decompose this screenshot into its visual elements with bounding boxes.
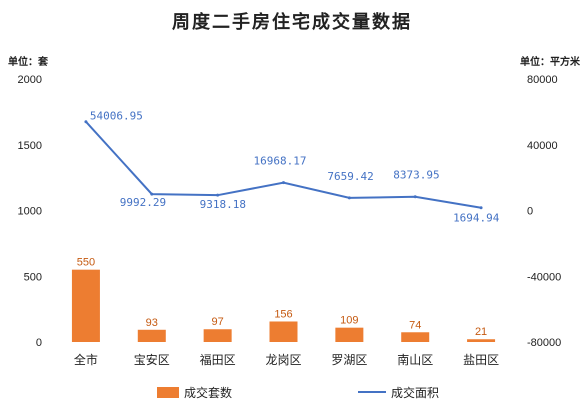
right-tick-label: 80000 bbox=[527, 74, 558, 86]
bar bbox=[137, 329, 166, 342]
left-tick-label: 1000 bbox=[18, 206, 42, 218]
legend: 成交套数 成交面积 bbox=[157, 385, 439, 400]
bar bbox=[203, 329, 232, 342]
bar bbox=[401, 332, 430, 342]
line-value-label: 9318.18 bbox=[200, 198, 246, 211]
chart-title: 周度二手房住宅成交量数据 bbox=[172, 11, 412, 33]
category-labels: 全市 宝安区 福田区 龙岗区 罗湖区 南山区 盐田区 bbox=[74, 352, 499, 367]
line-series bbox=[84, 120, 483, 210]
category-label: 宝安区 bbox=[134, 352, 170, 367]
left-tick-label: 0 bbox=[36, 337, 42, 349]
line-point bbox=[216, 193, 220, 197]
line-point bbox=[347, 196, 351, 200]
left-axis-unit: 单位：套 bbox=[8, 55, 49, 68]
right-tick-label: 40000 bbox=[527, 140, 558, 152]
right-tick-label: 0 bbox=[527, 206, 533, 218]
bar-series bbox=[71, 269, 496, 342]
category-label: 盐田区 bbox=[463, 353, 499, 367]
bar-value-label: 93 bbox=[146, 317, 158, 329]
bar bbox=[335, 327, 364, 342]
left-tick-label: 1500 bbox=[18, 140, 42, 152]
right-tick-label: -40000 bbox=[527, 271, 561, 283]
category-label: 全市 bbox=[74, 352, 98, 367]
legend-line-label: 成交面积 bbox=[391, 385, 439, 400]
legend-bar-label: 成交套数 bbox=[184, 385, 232, 400]
line-value-label: 54006.95 bbox=[90, 110, 143, 123]
line-point bbox=[413, 195, 417, 199]
line-value-label: 1694.94 bbox=[453, 212, 500, 225]
line-data-labels: 54006.95 9992.29 9318.18 16968.17 7659.42 837… bbox=[90, 110, 500, 225]
left-tick-label: 500 bbox=[24, 271, 42, 283]
bar-value-label: 74 bbox=[409, 319, 421, 331]
legend-bar-swatch bbox=[157, 387, 179, 398]
category-label: 罗湖区 bbox=[331, 352, 367, 367]
line-point bbox=[150, 192, 154, 196]
line-point bbox=[84, 120, 88, 124]
bar bbox=[269, 321, 298, 342]
bar bbox=[71, 269, 100, 342]
line-point bbox=[479, 206, 483, 210]
bar-data-labels: 550 93 97 156 109 74 21 bbox=[77, 257, 487, 339]
category-label: 福田区 bbox=[200, 352, 236, 367]
line-value-label: 16968.17 bbox=[254, 155, 307, 168]
category-label: 龙岗区 bbox=[265, 353, 301, 367]
category-label: 南山区 bbox=[397, 352, 433, 367]
bar-value-label: 156 bbox=[274, 308, 292, 320]
line-value-label: 9992.29 bbox=[120, 196, 166, 209]
bar bbox=[467, 339, 496, 342]
line-point bbox=[282, 181, 285, 185]
bar-value-label: 109 bbox=[340, 315, 358, 327]
left-tick-label: 2000 bbox=[18, 74, 42, 86]
bar-value-label: 550 bbox=[77, 257, 95, 269]
bar-value-label: 21 bbox=[475, 326, 487, 338]
right-axis-ticks: -80000 -40000 0 40000 80000 bbox=[527, 74, 561, 349]
line-value-label: 8373.95 bbox=[393, 169, 439, 182]
bar-value-label: 97 bbox=[212, 316, 224, 328]
right-tick-label: -80000 bbox=[527, 337, 561, 349]
right-axis-unit: 单位：平方米 bbox=[520, 55, 581, 68]
line-value-label: 7659.42 bbox=[327, 170, 373, 183]
left-axis-ticks: 0 500 1000 1500 2000 bbox=[18, 74, 42, 349]
